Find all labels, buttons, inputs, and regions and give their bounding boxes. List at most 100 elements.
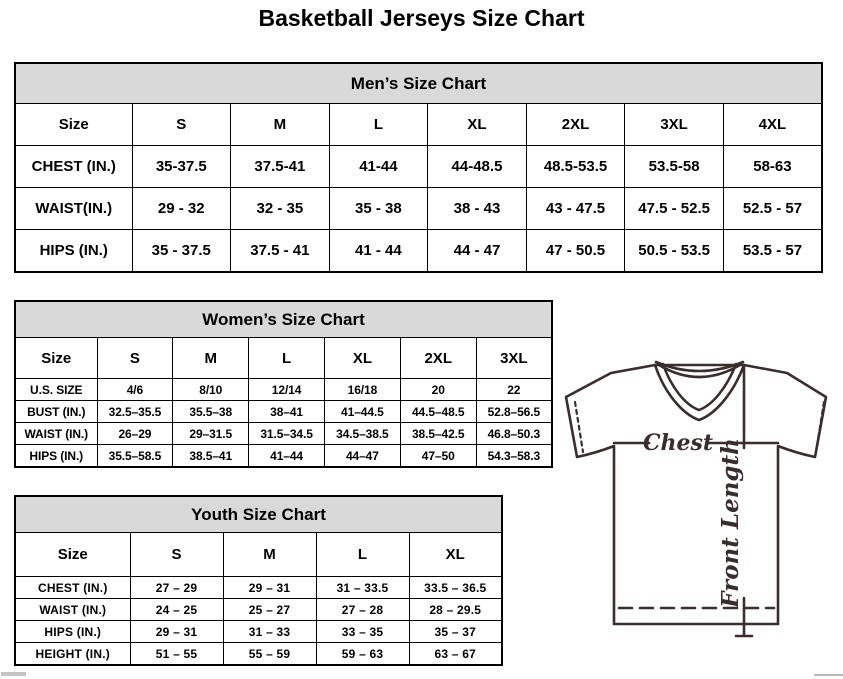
size-cell: 38 - 43: [427, 187, 527, 230]
h-scrollbar-fragment-right[interactable]: [814, 674, 843, 676]
size-cell: 50.5 - 53.5: [624, 229, 724, 273]
size-cell: 24 – 25: [129, 598, 224, 621]
size-cell: 58-63: [722, 145, 823, 188]
size-cell: 47.5 - 52.5: [624, 187, 724, 230]
col-header: S: [96, 337, 174, 379]
size-cell: 41 - 44: [328, 229, 429, 273]
col-header: XL: [323, 337, 401, 379]
size-cell: 25 – 27: [222, 598, 317, 621]
jersey-diagram: Chest Front Length: [564, 360, 828, 638]
size-cell: 63 – 67: [408, 642, 503, 666]
size-cell: 22: [475, 378, 553, 401]
front-length-label: Front Length: [717, 438, 744, 609]
size-cell: 52.5 - 57: [722, 187, 823, 230]
size-cell: 37.5-41: [230, 145, 330, 188]
mens-size-table: Men’s Size Chart Size S M L XL 2XL 3XL 4…: [14, 62, 823, 273]
col-header: S: [129, 532, 224, 577]
row-label: WAIST (IN.): [14, 422, 98, 445]
size-cell: 29 – 31: [129, 620, 224, 643]
size-cell: 43 - 47.5: [525, 187, 626, 230]
table-row: HIPS (IN.) 35 - 37.5 37.5 - 41 41 - 44 4…: [14, 229, 823, 273]
h-scrollbar-fragment-left[interactable]: [1, 672, 26, 676]
size-cell: 38.5–41: [172, 444, 250, 468]
size-cell: 27 – 28: [315, 598, 410, 621]
size-cell: 16/18: [323, 378, 401, 401]
col-header: Size: [14, 532, 131, 577]
row-label: CHEST (IN.): [14, 576, 131, 599]
table-row: HIPS (IN.) 29 – 31 31 – 33 33 – 35 35 – …: [14, 620, 503, 643]
size-cell: 47–50: [399, 444, 477, 468]
size-cell: 51 – 55: [129, 642, 224, 666]
collar-arc-inner: [657, 363, 742, 379]
size-cell: 44–47: [323, 444, 401, 468]
size-cell: 46.8–50.3: [475, 422, 553, 445]
col-header: L: [315, 532, 410, 577]
table-row: CHEST (IN.) 27 – 29 29 – 31 31 – 33.5 33…: [14, 576, 503, 599]
size-cell: 12/14: [248, 378, 325, 401]
size-cell: 34.5–38.5: [323, 422, 401, 445]
col-header: L: [328, 103, 429, 146]
table-row: BUST (IN.) 32.5–35.5 35.5–38 38–41 41–44…: [14, 400, 553, 423]
size-cell: 33.5 – 36.5: [408, 576, 503, 599]
vneck-outer: [653, 363, 746, 422]
jersey-outline: [564, 363, 828, 626]
col-header: M: [172, 337, 250, 379]
size-cell: 54.3–58.3: [475, 444, 553, 468]
size-cell: 44-48.5: [427, 145, 527, 188]
row-label: WAIST (IN.): [14, 598, 131, 621]
col-header: M: [230, 103, 330, 146]
front-length-line: [734, 363, 754, 638]
table-row: U.S. SIZE 4/6 8/10 12/14 16/18 20 22: [14, 378, 553, 401]
size-cell: 55 – 59: [222, 642, 317, 666]
size-cell: 44 - 47: [427, 229, 527, 273]
right-cuff-stitch: [814, 400, 826, 454]
vneck-inner: [661, 362, 738, 412]
size-cell: 29 – 31: [222, 576, 317, 599]
size-cell: 35.5–38: [172, 400, 250, 423]
table-row: CHEST (IN.) 35-37.5 37.5-41 41-44 44-48.…: [14, 145, 823, 188]
size-cell: 38–41: [248, 400, 325, 423]
mens-table-title: Men’s Size Chart: [14, 62, 823, 104]
row-label: HIPS (IN.): [14, 620, 131, 643]
size-cell: 53.5-58: [624, 145, 724, 188]
size-cell: 32.5–35.5: [96, 400, 174, 423]
col-header: Size: [14, 337, 98, 379]
table-row: WAIST (IN.) 26–29 29–31.5 31.5–34.5 34.5…: [14, 422, 553, 445]
col-header: 3XL: [624, 103, 724, 146]
size-cell: 29 - 32: [131, 187, 232, 230]
size-cell: 20: [399, 378, 477, 401]
size-cell: 35 - 37.5: [131, 229, 232, 273]
size-cell: 41–44: [248, 444, 325, 468]
size-cell: 28 – 29.5: [408, 598, 503, 621]
col-header: 3XL: [475, 337, 553, 379]
size-cell: 31 – 33: [222, 620, 317, 643]
womens-table-title: Women’s Size Chart: [14, 300, 553, 338]
size-cell: 27 – 29: [129, 576, 224, 599]
size-cell: 35 – 37: [408, 620, 503, 643]
col-header: Size: [14, 103, 133, 146]
size-cell: 31.5–34.5: [248, 422, 325, 445]
size-cell: 29–31.5: [172, 422, 250, 445]
size-cell: 4/6: [96, 378, 174, 401]
youth-size-table: Youth Size Chart Size S M L XL CHEST (IN…: [14, 495, 503, 666]
col-header: 2XL: [525, 103, 626, 146]
col-header: 4XL: [722, 103, 823, 146]
left-cuff-stitch: [573, 400, 585, 454]
table-row: WAIST (IN.) 24 – 25 25 – 27 27 – 28 28 –…: [14, 598, 503, 621]
table-row: WAIST(IN.) 29 - 32 32 - 35 35 - 38 38 - …: [14, 187, 823, 230]
col-header: L: [248, 337, 325, 379]
size-cell: 53.5 - 57: [722, 229, 823, 273]
size-cell: 47 - 50.5: [525, 229, 626, 273]
size-cell: 38.5–42.5: [399, 422, 477, 445]
row-label: BUST (IN.): [14, 400, 98, 423]
size-cell: 35.5–58.5: [96, 444, 174, 468]
col-header: XL: [427, 103, 527, 146]
size-cell: 31 – 33.5: [315, 576, 410, 599]
size-cell: 8/10: [172, 378, 250, 401]
size-cell: 37.5 - 41: [230, 229, 330, 273]
size-cell: 35 - 38: [328, 187, 429, 230]
col-header: M: [222, 532, 317, 577]
size-cell: 48.5-53.5: [525, 145, 626, 188]
size-cell: 59 – 63: [315, 642, 410, 666]
table-row: HIPS (IN.) 35.5–58.5 38.5–41 41–44 44–47…: [14, 444, 553, 468]
